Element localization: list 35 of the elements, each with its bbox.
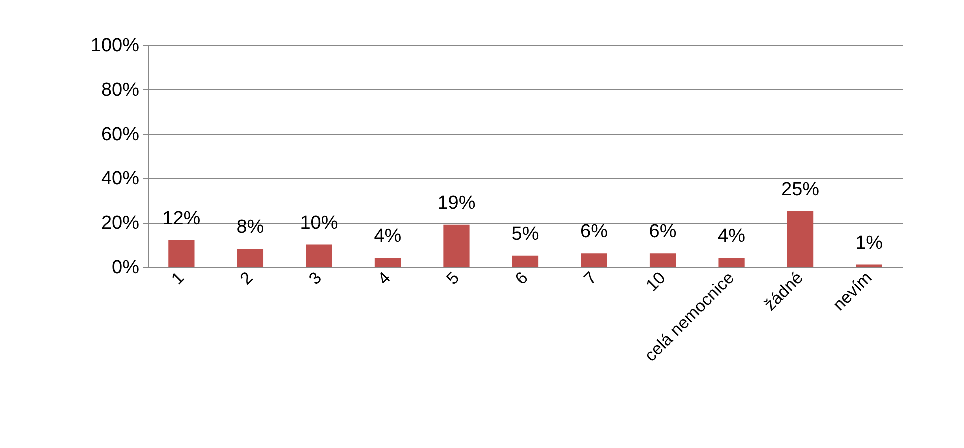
bar [581,254,608,267]
x-tick-label: 4 [374,268,394,289]
x-tick-label: 7 [580,268,601,289]
data-label: 1% [856,232,884,254]
bar [718,258,745,267]
bar [512,256,539,267]
data-label: 25% [782,180,820,200]
x-tick-label: 1 [168,268,188,289]
x-tick-label: 6 [512,268,532,289]
data-label: 5% [512,224,540,245]
bar [168,240,195,267]
bar [237,249,264,267]
bar [444,224,470,267]
data-label: 6% [580,222,608,243]
data-label: 10% [300,212,338,234]
y-tick-label: 100% [90,36,140,56]
x-tick-label: 3 [305,268,326,289]
data-label: 6% [649,222,677,243]
data-label: 12% [162,208,201,230]
x-tick-label: 5 [442,268,464,289]
y-tick-label: 40% [101,168,140,190]
bar [374,258,402,267]
y-tick-label: 80% [101,80,140,101]
x-tick-label: 10 [642,268,670,296]
bar [787,212,814,267]
data-label: 4% [374,226,402,248]
x-tick-label: 2 [236,268,257,289]
bar [650,254,676,267]
data-label: 4% [718,226,746,248]
y-tick-label: 0% [112,258,140,278]
bar [306,244,332,267]
y-tick-label: 20% [101,213,140,234]
data-label: 19% [438,192,476,214]
y-tick-label: 60% [101,124,140,146]
data-label: 8% [236,217,264,238]
